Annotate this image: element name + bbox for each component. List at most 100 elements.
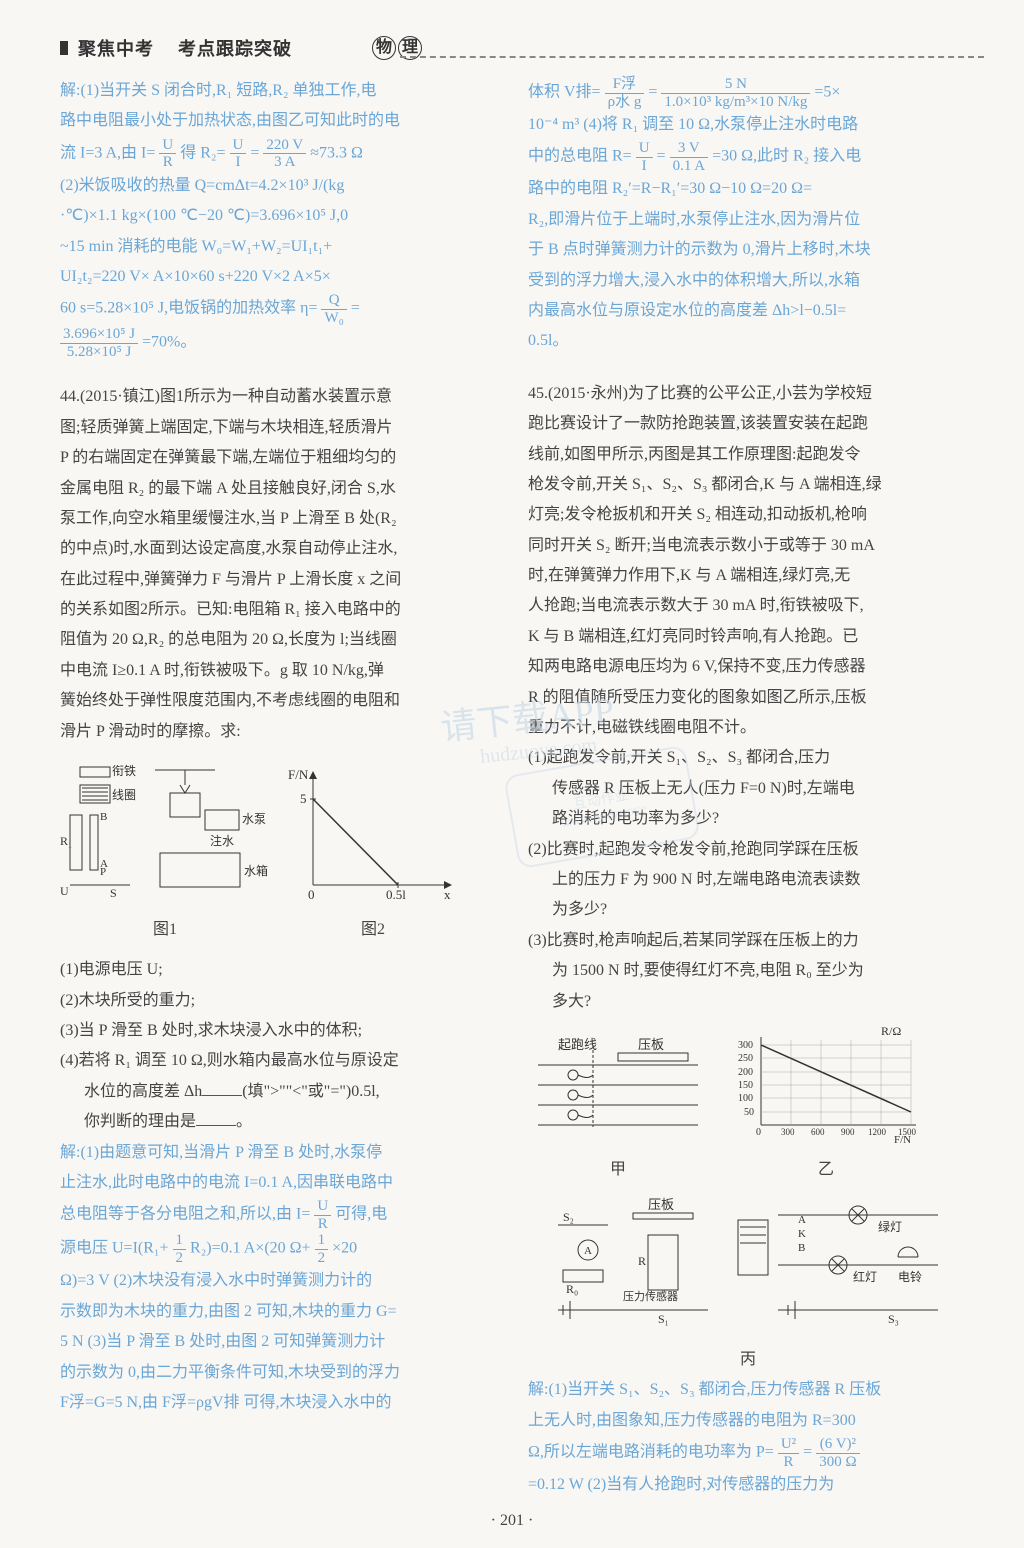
fraction: UI — [230, 137, 247, 171]
figure-row-44: 衔铁 线圈 R₁ B A P U S — [60, 755, 500, 945]
figure-yi: R/Ω 300 250 200 150 — [726, 1025, 926, 1185]
page-header: 聚焦中考 考点跟踪突破 物理 — [60, 30, 974, 66]
q-line: 人抢跑;当电流表示数大于 30 mA 时,衔铁被吸下, — [528, 591, 968, 621]
svg-text:x: x — [444, 887, 451, 902]
svg-text:100: 100 — [738, 1093, 753, 1104]
figure-label: 丙 — [548, 1345, 948, 1375]
svg-text:R/Ω: R/Ω — [881, 1025, 901, 1038]
svg-text:0: 0 — [756, 1127, 761, 1138]
track-diagram-icon: 起跑线 压板 — [528, 1035, 708, 1145]
q-sub: 上的压力 F 为 900 N 时,左端电路电流表读数 — [528, 865, 968, 895]
svg-text:R: R — [638, 1254, 646, 1268]
q-sub: 为多少? — [528, 895, 968, 925]
figure-label: 乙 — [726, 1155, 926, 1185]
header-block — [60, 41, 68, 55]
ans-line: 路中电阻最小处于加热状态,由图乙可知此时的电 — [60, 106, 500, 136]
q-line: 滑片 P 滑动时的摩擦。求: — [60, 717, 500, 747]
line-chart-icon: R/Ω 300 250 200 150 — [726, 1025, 926, 1145]
right-column: 体积 V排= F浮ρ水 g = 5 N1.0×10³ kg/m³×10 N/kg… — [528, 76, 968, 1500]
fraction: UR — [314, 1198, 331, 1232]
figure-bing: 压板 S₂ A R₀ R 压力传感器 S₁ — [548, 1195, 948, 1375]
svg-text:P: P — [100, 866, 106, 878]
q-line: K 与 B 端相连,红灯亮同时铃声响,有人抢跑。已 — [528, 622, 968, 652]
ans-line: 止注水,此时电路中的电流 I=0.1 A,因串联电路中 — [60, 1168, 500, 1198]
answer-block-44: 解:(1)由题意可知,当滑片 P 滑至 B 处时,水泵停 止注水,此时电路中的电… — [60, 1138, 500, 1419]
svg-text:R₀: R₀ — [566, 1282, 578, 1296]
q-sub: (4)若将 R₁ 调至 10 Ω,则水箱内最高水位与原设定 — [60, 1046, 500, 1076]
fraction: 12 — [173, 1232, 187, 1266]
figure-jia: 起跑线 压板 甲 — [528, 1035, 708, 1185]
svg-text:150: 150 — [738, 1080, 753, 1091]
page-number: · 201 · — [0, 1512, 1024, 1530]
svg-text:B: B — [798, 1242, 805, 1254]
q-sub: (1)电源电压 U; — [60, 955, 500, 985]
svg-text:线圈: 线圈 — [112, 788, 136, 802]
svg-text:压板: 压板 — [638, 1037, 664, 1052]
ans-line: 流 I=3 A,由 I= UR 得 R₂= UI = 220 V3 A ≈73.… — [60, 137, 500, 171]
q-line: 簧始终处于弹性限度范围内,不考虑线圈的电阻和 — [60, 686, 500, 716]
q-line: 在此过程中,弹簧弹力 F 与滑片 P 上滑长度 x 之间 — [60, 565, 500, 595]
ans-line: 解:(1)当开关 S 闭合时,R₁ 短路,R₂ 单独工作,电 — [60, 76, 500, 106]
fraction: 5 N1.0×10³ kg/m³×10 N/kg — [661, 76, 810, 110]
header-title: 聚焦中考 — [78, 35, 154, 61]
ans-line: 受到的浮力增大,浸入水中的体积增大,所以,水箱 — [528, 266, 968, 296]
svg-text:900: 900 — [841, 1127, 855, 1137]
svg-text:F/N: F/N — [288, 767, 309, 782]
ans-line: 于 B 点时弹簧测力计的示数为 0,滑片上移时,木块 — [528, 235, 968, 265]
svg-text:起跑线: 起跑线 — [558, 1037, 597, 1052]
svg-text:注水: 注水 — [210, 833, 234, 848]
svg-text:绿灯: 绿灯 — [878, 1219, 902, 1234]
ans-line: UI₂t₂=220 V× A×10×60 s+220 V×2 A×5× — [60, 262, 500, 292]
fraction: QW₀ — [321, 292, 346, 326]
ans-line: Ω)=3 V (2)木块没有浸入水中时弹簧测力计的 — [60, 1266, 500, 1296]
q-line: 的关系如图2所示。已知:电阻箱 R₁ 接入电路中的 — [60, 595, 500, 625]
q-sub: (2)比赛时,起跑发令枪发令前,抢跑同学踩在压板 — [528, 835, 968, 865]
q-line: 枪发令前,开关 S₁、S₂、S₃ 都闭合,K 与 A 端相连,绿 — [528, 470, 968, 500]
two-column-layout: 解:(1)当开关 S 闭合时,R₁ 短路,R₂ 单独工作,电 路中电阻最小处于加… — [60, 76, 974, 1500]
q-line: 同时开关 S₂ 断开;当电流表示数小于或等于 30 mA — [528, 531, 968, 561]
line-chart-icon: F/N 5 0.5l x 0 — [288, 765, 458, 905]
svg-text:F/N: F/N — [894, 1134, 911, 1145]
svg-text:电铃: 电铃 — [898, 1269, 922, 1284]
svg-text:300: 300 — [738, 1040, 753, 1051]
svg-text:S₂: S₂ — [563, 1210, 574, 1224]
ans-line: ~15 min 消耗的电能 W₀=W₁+W₂=UI₁t₁+ — [60, 232, 500, 262]
q-sub: (2)木块所受的重力; — [60, 986, 500, 1016]
ans-line: 解:(1)由题意可知,当滑片 P 滑至 B 处时,水泵停 — [60, 1138, 500, 1168]
ans-line: 总电阻等于各分电阻之和,所以,由 I= UR 可得,电 — [60, 1198, 500, 1232]
q-line: R 的阻值随所受压力变化的图象如图乙所示,压板 — [528, 683, 968, 713]
q-line: 的中点)时,水面到达设定高度,水泵自动停止注水, — [60, 534, 500, 564]
fraction: 220 V3 A — [263, 137, 306, 171]
fraction: 3.696×10⁵ J5.28×10⁵ J — [60, 326, 138, 360]
fraction: (6 V)²300 Ω — [816, 1436, 859, 1470]
figure-row-45a: 起跑线 压板 甲 — [528, 1025, 968, 1185]
svg-text:300: 300 — [781, 1127, 795, 1137]
ans-line: 内最高水位与原设定水位的高度差 Δh>l−0.5l= — [528, 296, 968, 326]
q-line: P 的右端固定在弹簧最下端,左端位于粗细均匀的 — [60, 443, 500, 473]
question-source: (2015·镇江) — [80, 388, 160, 405]
ans-line: 示数即为木块的重力,由图 2 可知,木块的重力 G= — [60, 1297, 500, 1327]
fraction: U²R — [778, 1436, 799, 1470]
figure-2: F/N 5 0.5l x 0 图2 — [288, 765, 458, 945]
svg-text:5: 5 — [300, 791, 307, 806]
question-number: 45. — [528, 385, 548, 402]
q-sub: 传感器 R 压板上无人(压力 F=0 N)时,左端电 — [528, 774, 968, 804]
q-line: 图1所示为一种自动蓄水装置示意 — [160, 388, 392, 405]
fraction: F浮ρ水 g — [605, 76, 645, 110]
svg-text:红灯: 红灯 — [853, 1269, 877, 1284]
q-sub: 路消耗的电功率为多少? — [528, 804, 968, 834]
blank-fill — [196, 1109, 236, 1126]
svg-text:U: U — [60, 884, 69, 898]
q-line: 为了比赛的公平公正,小芸为学校短 — [628, 385, 872, 402]
svg-text:水箱: 水箱 — [244, 863, 268, 878]
svg-text:A: A — [584, 1245, 592, 1257]
ans-line: R₂,即滑片位于上端时,水泵停止注水,因为滑片位 — [528, 205, 968, 235]
q-line: 图;轻质弹簧上端固定,下端与木块相连,轻质滑片 — [60, 413, 500, 443]
ans-line: 0.5l。 — [528, 326, 968, 356]
ans-line: 体积 V排= F浮ρ水 g = 5 N1.0×10³ kg/m³×10 N/kg… — [528, 76, 968, 110]
figure-1: 衔铁 线圈 R₁ B A P U S — [60, 755, 270, 945]
q-line: 泵工作,向空水箱里缓慢注水,当 P 上滑至 B 处(R₂ — [60, 504, 500, 534]
circuit-diagram-icon: 衔铁 线圈 R₁ B A P U S — [60, 755, 270, 905]
header-subtitle: 考点跟踪突破 — [178, 35, 292, 61]
q-sub: 为 1500 N 时,要使得红灯不亮,电阻 R₀ 至少为 — [528, 956, 968, 986]
